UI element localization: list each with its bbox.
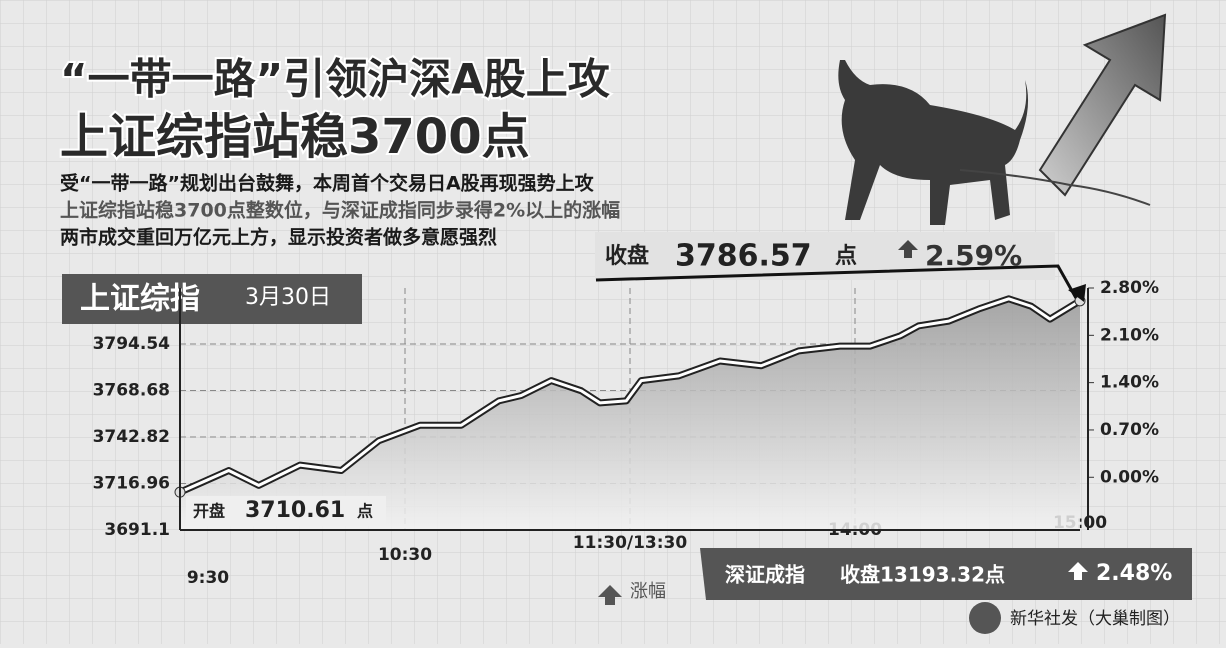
area-fill [180, 298, 1080, 530]
date: 3月30日 [245, 285, 331, 310]
y-tick-label: 3794.54 [93, 334, 171, 354]
shenzhen-close: 收盘13193.32点 [840, 563, 1005, 587]
title-line: 上证综指站稳3700点 [60, 109, 530, 165]
credit: 新华社发（大巢制图） [1010, 609, 1180, 629]
close-label: 收盘 [605, 243, 649, 269]
close-unit: 点 [835, 243, 857, 269]
y2-tick-label: 0.00% [1100, 467, 1159, 487]
index-label-box [62, 274, 362, 324]
agency-logo [969, 602, 1001, 634]
y2-tick-label: 0.70% [1100, 420, 1159, 440]
close-value: 3786.57 [675, 239, 812, 274]
open-unit: 点 [357, 502, 373, 521]
plot-area: 3691.1 3716.96 3742.82 3768.68 3794.54 0.00% 0… [93, 278, 1159, 588]
crack-illustration [959, 169, 1151, 206]
y2-tick-label: 2.80% [1100, 278, 1159, 298]
close-pointer [595, 264, 1078, 299]
shenzhen-change: 2.48% [1096, 561, 1172, 586]
y-tick-label: 3742.82 [93, 427, 170, 447]
x-tick-label: 10:30 [378, 545, 432, 565]
shenzhen-box [700, 548, 1192, 600]
up-icon [1068, 562, 1088, 580]
subtitle-line: 两市成交重回万亿元上方，显示投资者做多意愿强烈 [60, 226, 497, 249]
y-tick-label: 3691.1 [104, 520, 170, 540]
legend-icon [598, 585, 622, 605]
y-tick-label: 3768.68 [93, 381, 170, 401]
open-box [186, 496, 386, 526]
y2-tick-label: 2.10% [1100, 325, 1159, 345]
y-tick-label: 3716.96 [93, 474, 170, 494]
bull-illustration [838, 60, 1029, 225]
title-line: “一带一路”引领沪深A股上攻 [60, 55, 611, 104]
subtitle-line: 受“一带一路”规划出台鼓舞，本周首个交易日A股再现强势上攻 [60, 172, 595, 195]
close-change: 2.59% [925, 239, 1022, 272]
open-value: 3710.61 [245, 498, 345, 523]
x-tick-label: 9:30 [187, 568, 229, 588]
close-pointer-head [1068, 284, 1086, 302]
open-label: 开盘 [193, 502, 225, 521]
line [179, 297, 1081, 494]
up-arrow-illustration [1038, 13, 1167, 197]
y2-tick-label: 1.40% [1100, 373, 1159, 393]
x-tick-label: 11:30/13:30 [573, 533, 688, 553]
subtitle-line: 上证综指站稳3700点整数位，与深证成指同步录得2%以上的涨幅 [60, 199, 620, 222]
index-name: 上证综指 [80, 282, 200, 317]
up-icon [898, 240, 918, 258]
shenzhen-name: 深证成指 [725, 563, 805, 587]
legend-label: 涨幅 [630, 581, 666, 602]
